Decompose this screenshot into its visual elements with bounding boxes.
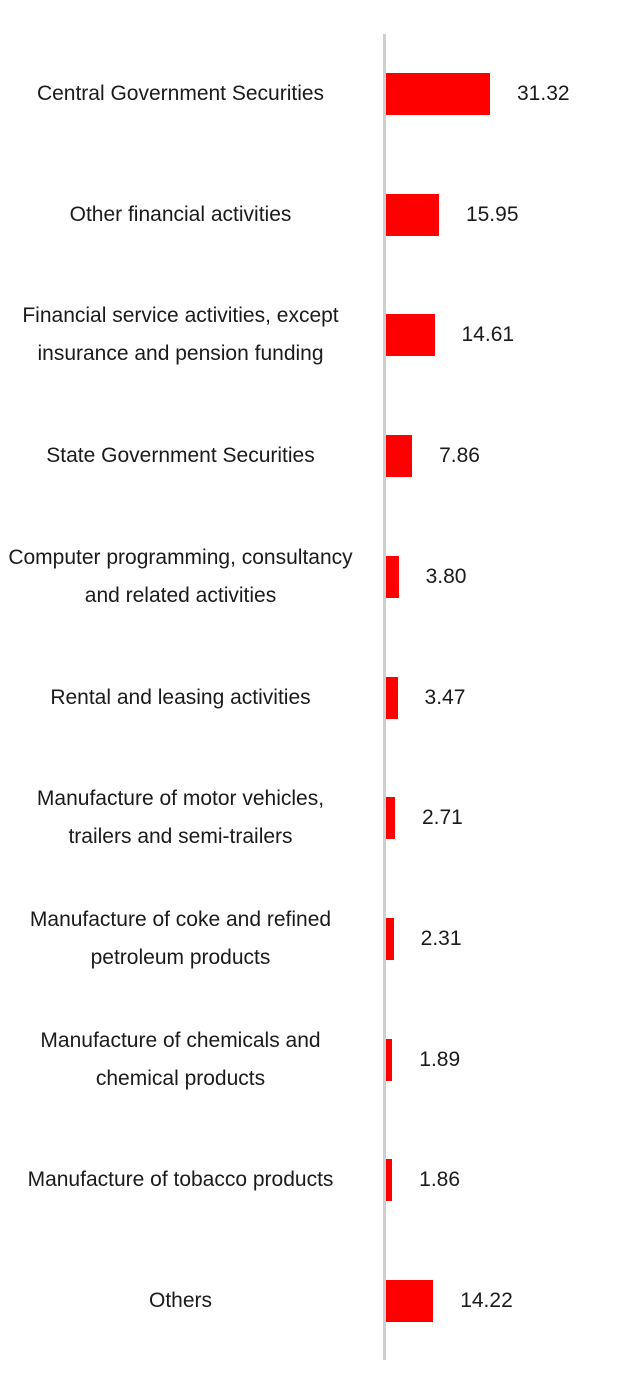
value-label: 31.32: [517, 82, 570, 105]
category-label: Manufacture of coke and refined petroleu…: [29, 907, 332, 969]
category-label: Manufacture of motor vehicles, trailers …: [36, 787, 325, 849]
category-label: State Government Securities: [46, 444, 315, 468]
category-label: Rental and leasing activities: [50, 685, 311, 709]
bar: [386, 73, 490, 115]
bar: [386, 1038, 393, 1081]
category-axis-line: [383, 34, 386, 1360]
value-label: 14.22: [460, 1289, 513, 1312]
value-label: 2.31: [420, 926, 462, 950]
category-label: Others: [148, 1289, 213, 1312]
category-label: Manufacture of chemicals and chemical pr…: [40, 1028, 321, 1090]
bar: [386, 555, 399, 598]
bar: [386, 797, 395, 840]
category-label: Manufacture of tobacco products: [27, 1168, 334, 1192]
category-label: Computer programming, consultancy and re…: [8, 545, 353, 607]
value-label: 15.95: [465, 202, 519, 226]
bar: [386, 676, 398, 719]
value-label: 3.80: [425, 564, 467, 588]
value-label: 7.86: [439, 444, 480, 468]
category-label: Central Government Securities: [36, 82, 325, 105]
value-label: 3.47: [424, 685, 466, 709]
value-label: 1.86: [419, 1168, 461, 1192]
value-label: 1.89: [419, 1047, 461, 1071]
bar: [386, 1280, 434, 1322]
value-label: 2.71: [421, 806, 463, 830]
bar: [386, 435, 413, 478]
bar: [386, 314, 435, 357]
bar: [386, 917, 394, 960]
category-label: Other financial activities: [69, 202, 292, 226]
bar: [386, 193, 439, 236]
category-label: Financial service activities, except ins…: [22, 304, 339, 366]
bar: [386, 1159, 393, 1202]
value-label: 14.61: [461, 323, 515, 347]
